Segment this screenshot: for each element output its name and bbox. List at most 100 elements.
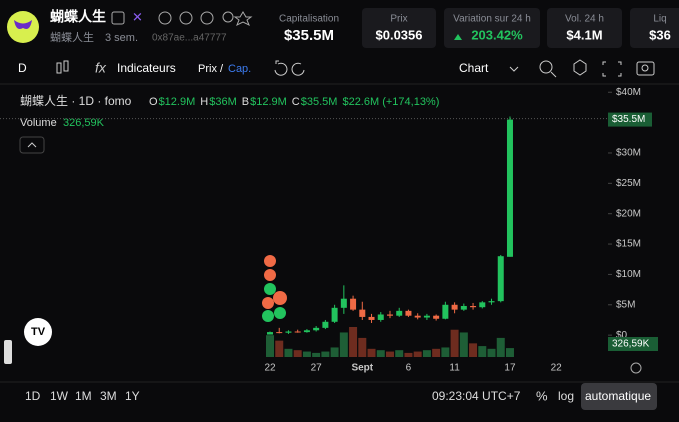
range-button[interactable]: 3M — [100, 389, 117, 403]
token-symbol: 蝴蝶人生 — [50, 30, 94, 44]
percent-toggle[interactable]: % — [536, 388, 548, 403]
range-button[interactable]: 1D — [25, 389, 41, 403]
candle-body — [479, 302, 486, 308]
range-button[interactable]: 1M — [75, 389, 92, 403]
volume-bar — [266, 335, 274, 357]
logo-glyph — [14, 20, 32, 29]
y-tick-label: $20M — [616, 208, 641, 219]
volume-tag-label: 326,59K — [612, 339, 650, 350]
range-button[interactable]: 1W — [50, 389, 69, 403]
settings-icon[interactable] — [630, 362, 642, 374]
social-icons[interactable] — [111, 11, 253, 27]
y-tick-label: $15M — [616, 239, 641, 250]
stat-label: Vol. 24 h — [565, 14, 604, 25]
volume-bar — [459, 332, 468, 357]
volume-bar — [284, 348, 293, 357]
up-arrow — [454, 34, 462, 40]
candle-body — [313, 327, 320, 331]
volume-key: Volume — [20, 117, 57, 129]
candle-body — [423, 315, 430, 318]
stat-box — [362, 8, 436, 48]
clock: 09:23:04 UTC+7 — [432, 389, 521, 403]
price-toggle[interactable]: Prix — [198, 63, 217, 75]
ohlc-value: $36M — [209, 96, 237, 108]
chain-icon: ✕ — [132, 9, 143, 24]
volume-bar — [293, 350, 302, 357]
volume-bar — [478, 346, 487, 357]
candle-body — [322, 321, 329, 328]
ohlc-key: O — [149, 96, 158, 108]
volume-bar — [349, 327, 358, 357]
stat-value: $4.1M — [566, 27, 602, 42]
tv-logo[interactable] — [24, 318, 52, 346]
volume-bar — [505, 348, 514, 357]
volume-bar — [358, 337, 367, 357]
ohlc-value: $12.9M — [159, 96, 196, 108]
candle-body — [285, 331, 292, 333]
last-price-tag — [608, 112, 652, 127]
volume-bar — [339, 332, 348, 357]
candle-body — [405, 310, 412, 316]
candle-body — [350, 298, 357, 310]
stat-value: 203.42% — [471, 27, 523, 42]
candle-body — [488, 301, 495, 303]
x-tick-label: Sept — [351, 363, 373, 374]
auto-toggle[interactable]: automatique — [585, 389, 651, 403]
volume-bar — [441, 347, 450, 357]
ohlc-key: B — [242, 96, 249, 108]
ohlc-value: $22.6M (+174,13%) — [342, 96, 439, 108]
x-tick-label: 22 — [264, 363, 276, 374]
x-tick-label: 6 — [406, 363, 412, 374]
interval[interactable]: D — [18, 61, 27, 75]
stat-value: $35.5M — [284, 27, 334, 44]
ohlc-key: C — [292, 96, 300, 108]
side-handle[interactable] — [4, 340, 12, 364]
candle-body — [414, 315, 421, 318]
x-tick-label: 17 — [504, 363, 516, 374]
ohlc-key: H — [200, 96, 208, 108]
cap-toggle[interactable]: Cap. — [228, 63, 251, 75]
stat-label: Capitalisation — [279, 14, 339, 25]
collapse-button[interactable] — [19, 136, 45, 154]
fx-icon[interactable]: fx — [95, 60, 107, 76]
stat-value: $0.0356 — [376, 27, 423, 42]
candle-body — [396, 310, 403, 316]
volume-bar — [312, 352, 321, 357]
y-tick-label: $0 — [616, 330, 628, 341]
trade-markers — [262, 255, 287, 322]
candle-body — [267, 332, 273, 335]
candle-body — [460, 305, 467, 310]
candle-body — [442, 304, 449, 319]
x-tick-label: 22 — [551, 363, 563, 374]
x-tick-label: 11 — [449, 363, 460, 374]
collapse-icon — [27, 142, 37, 148]
last-price-label: $35.5M — [612, 114, 645, 125]
toolbar-icons[interactable] — [56, 59, 655, 78]
log-toggle[interactable]: log — [558, 389, 574, 403]
candle-body — [276, 332, 283, 334]
volume-bar — [376, 350, 385, 357]
candle-body — [331, 307, 338, 322]
candle-body — [506, 119, 513, 257]
candle-body — [470, 305, 477, 308]
indicators-button[interactable]: Indicateurs — [117, 61, 176, 75]
auto-toggle-bg[interactable] — [581, 383, 657, 410]
volume-legend-value: 326,59K — [63, 117, 105, 129]
candle-body — [368, 316, 375, 320]
volume-bar — [450, 329, 459, 357]
y-tick-label: $5M — [616, 299, 635, 310]
chart-type[interactable]: Chart — [459, 61, 489, 75]
y-tick-label: $30M — [616, 148, 641, 159]
volume-bar — [404, 352, 413, 357]
stat-box — [630, 8, 679, 48]
toggle-sep: / — [220, 63, 224, 75]
range-button[interactable]: 1Y — [125, 389, 140, 403]
volume-bar — [321, 351, 330, 357]
volume-bar — [413, 351, 422, 357]
y-tick-label: $25M — [616, 178, 641, 189]
ohlc-value: $35.5M — [301, 96, 338, 108]
candle-body — [451, 304, 458, 310]
y-tick-label: $40M — [616, 87, 641, 98]
candle-body — [340, 298, 347, 308]
token-name: 蝴蝶人生 — [50, 9, 106, 25]
